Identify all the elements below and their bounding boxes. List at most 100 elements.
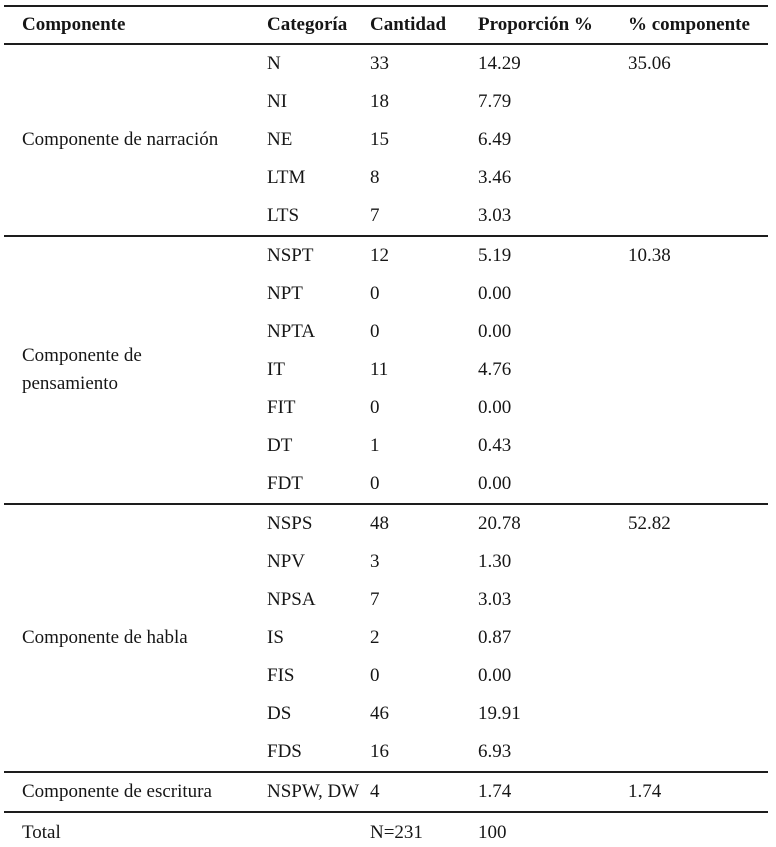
category-cell: FDT bbox=[267, 473, 303, 494]
component-pct-cell bbox=[610, 121, 768, 159]
table-header-row: Componente Categoría Cantidad Proporción… bbox=[4, 6, 768, 45]
table-row: NI 18 7.79 bbox=[4, 83, 768, 121]
proportion-cell: 4.76 bbox=[478, 359, 512, 380]
table-row: Componente de escritura NSPW, DW 4 1.74 … bbox=[4, 771, 768, 812]
category-cell: NPTA bbox=[267, 321, 316, 342]
category-cell: NPSA bbox=[267, 589, 316, 610]
count-cell: 7 bbox=[370, 589, 380, 610]
count-cell: 3 bbox=[370, 551, 380, 572]
proportion-cell: 3.03 bbox=[478, 205, 512, 226]
category-cell: NSPT bbox=[249, 235, 352, 275]
proportion-cell: 0.00 bbox=[478, 665, 512, 686]
count-cell: 48 bbox=[352, 503, 460, 543]
count-cell: 15 bbox=[370, 129, 389, 150]
category-cell: NSPS bbox=[249, 503, 352, 543]
proportion-cell: 6.93 bbox=[478, 741, 512, 762]
category-cell: NSPW, DW bbox=[249, 771, 359, 812]
component-pct-cell bbox=[610, 427, 768, 465]
count-cell: 11 bbox=[370, 359, 389, 380]
table-row: DS 46 19.91 bbox=[4, 695, 768, 733]
header-cell-componente: Componente bbox=[4, 6, 249, 45]
count-cell: 16 bbox=[370, 741, 389, 762]
table-row: NPV 3 1.30 bbox=[4, 543, 768, 581]
table-row: Componente de narración N 33 14.29 35.06 bbox=[4, 44, 768, 150]
proportion-cell: 14.29 bbox=[478, 53, 521, 74]
count-cell: 18 bbox=[370, 91, 389, 112]
category-cell: NI bbox=[267, 91, 288, 112]
component-cell: Componente de narración bbox=[22, 128, 219, 150]
component-pct-cell: 35.06 bbox=[628, 53, 671, 74]
table-row: FIS 0 0.00 bbox=[4, 657, 768, 695]
category-cell: IT bbox=[267, 359, 285, 380]
category-cell: DT bbox=[267, 435, 293, 456]
table-row: NPT 0 0.00 bbox=[4, 275, 768, 313]
category-cell: NPV bbox=[267, 551, 306, 572]
proportion-cell: 0.00 bbox=[478, 397, 512, 418]
header-cell-proporcion: Proporción % bbox=[460, 6, 610, 45]
category-cell: LTM bbox=[267, 167, 306, 188]
table-total-row: Total N=231 100 bbox=[4, 811, 768, 847]
proportion-cell: 0.43 bbox=[478, 435, 512, 456]
table-row: FDT 0 0.00 bbox=[4, 465, 768, 504]
count-cell: 0 bbox=[370, 397, 380, 418]
table-row: FDS 16 6.93 bbox=[4, 733, 768, 772]
header-cell-categoria: Categoría bbox=[249, 6, 352, 45]
total-category-cell bbox=[249, 811, 352, 847]
component-cell: Componente de habla bbox=[4, 503, 249, 772]
category-cell: DS bbox=[267, 703, 292, 724]
proportion-cell: 5.19 bbox=[460, 235, 610, 275]
category-cell: LTS bbox=[267, 205, 300, 226]
header-cell-pct-componente: % componente bbox=[610, 6, 768, 45]
component-pct-cell bbox=[610, 695, 768, 733]
category-cell: FIT bbox=[267, 397, 296, 418]
proportion-cell: 3.46 bbox=[478, 167, 512, 188]
frequency-table: Componente Categoría Cantidad Proporción… bbox=[4, 5, 768, 847]
count-cell: 0 bbox=[370, 283, 380, 304]
table-row: Componente de pensamiento NSPT 12 5.19 1… bbox=[4, 235, 768, 504]
total-component-pct-cell bbox=[610, 811, 768, 847]
category-cell: FDS bbox=[267, 741, 302, 762]
table-row: Componente de habla NSPS 48 20.78 52.82 bbox=[4, 503, 768, 772]
component-pct-cell bbox=[610, 351, 768, 389]
count-cell: 0 bbox=[370, 473, 380, 494]
component-pct-cell bbox=[610, 543, 768, 581]
count-cell: 0 bbox=[370, 665, 380, 686]
total-label-cell: Total bbox=[4, 811, 249, 847]
category-cell: FIS bbox=[267, 665, 295, 686]
category-cell: NPT bbox=[267, 283, 303, 304]
proportion-cell: 19.91 bbox=[478, 703, 521, 724]
component-pct-cell: 1.74 bbox=[610, 771, 768, 812]
proportion-cell: 6.49 bbox=[478, 129, 512, 150]
total-proportion-cell: 100 bbox=[460, 811, 610, 847]
category-cell: N bbox=[267, 53, 281, 74]
table-row: IT 11 4.76 bbox=[4, 351, 768, 389]
table-row: NPTA 0 0.00 bbox=[4, 313, 768, 351]
component-cell: Componente de escritura bbox=[4, 771, 249, 812]
proportion-cell: 1.74 bbox=[460, 771, 610, 812]
proportion-cell: 20.78 bbox=[460, 503, 610, 543]
component-pct-cell bbox=[610, 619, 768, 657]
proportion-cell: 1.30 bbox=[478, 551, 512, 572]
proportion-cell: 0.00 bbox=[478, 321, 512, 342]
count-cell: 46 bbox=[370, 703, 389, 724]
count-cell: 33 bbox=[370, 53, 389, 74]
proportion-cell: 0.00 bbox=[478, 473, 512, 494]
table-row: NPSA 7 3.03 bbox=[4, 581, 768, 619]
component-pct-cell bbox=[610, 733, 768, 772]
component-pct-cell bbox=[610, 313, 768, 351]
category-cell: NE bbox=[267, 129, 293, 150]
table-row: IS 2 0.87 bbox=[4, 619, 768, 657]
table-row: NE 15 6.49 bbox=[4, 121, 768, 159]
component-pct-cell: 10.38 bbox=[610, 235, 768, 275]
category-cell: IS bbox=[267, 627, 284, 648]
component-pct-cell bbox=[610, 275, 768, 313]
proportion-cell: 0.87 bbox=[478, 627, 512, 648]
count-cell: 7 bbox=[370, 205, 380, 226]
table-row: DT 1 0.43 bbox=[4, 427, 768, 465]
count-cell: 8 bbox=[370, 167, 380, 188]
count-cell: 2 bbox=[370, 627, 380, 648]
proportion-cell: 0.00 bbox=[478, 283, 512, 304]
component-pct-cell bbox=[610, 389, 768, 427]
count-cell: 12 bbox=[352, 235, 460, 275]
